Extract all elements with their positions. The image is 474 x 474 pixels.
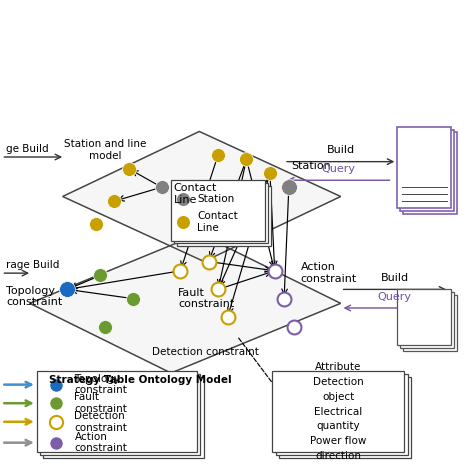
Text: Fault
constraint: Fault constraint [74,392,128,414]
Point [52,439,59,447]
Polygon shape [30,234,341,373]
Bar [400,292,454,348]
Point [285,183,292,191]
Point [179,195,187,202]
Point [97,272,104,279]
Point [214,151,222,158]
Text: Topology
constraint: Topology constraint [6,285,63,307]
Point [101,323,109,330]
Text: ge Build: ge Build [6,144,49,154]
Text: Query: Query [378,292,412,302]
Bar [397,127,451,208]
Point [280,295,288,302]
Point [266,170,274,177]
Bar [273,371,404,452]
Text: Contact
Line: Contact Line [173,183,217,205]
Point [179,218,187,226]
Point [52,400,59,407]
Text: Action
constraint: Action constraint [74,432,128,454]
Text: Station and line
model: Station and line model [64,139,146,161]
Polygon shape [63,131,341,262]
Bar [174,183,268,244]
Bar [40,374,200,455]
Point [64,286,71,293]
Bar [279,377,411,458]
Text: Query: Query [321,164,356,174]
Point [271,267,279,274]
Point [158,183,165,191]
Point [111,197,118,205]
Point [125,165,132,173]
Point [243,155,250,163]
Text: Detection
constraint: Detection constraint [74,411,128,433]
Text: Topology
constraint: Topology constraint [74,374,128,395]
Text: Strategy Table Ontology Model: Strategy Table Ontology Model [48,375,231,385]
Text: Fault
constraint: Fault constraint [178,288,234,310]
Text: Station: Station [197,194,234,204]
Text: Build: Build [327,145,355,155]
Text: Detection constraint: Detection constraint [152,347,259,357]
Bar [403,295,457,351]
Bar [400,129,454,211]
Bar [177,186,271,246]
Point [224,313,231,321]
Bar [171,180,265,241]
Bar [397,290,451,345]
Text: rage Build: rage Build [6,260,59,270]
Point [205,258,212,265]
Point [177,267,184,274]
Bar [276,374,408,455]
Text: Contact
Line: Contact Line [197,211,237,233]
Bar [43,377,203,458]
Point [92,220,100,228]
Text: Build: Build [381,273,409,283]
Point [290,323,297,330]
Bar [403,132,457,214]
Point [129,295,137,302]
Point [52,381,59,388]
Bar [36,371,197,452]
Text: Action
constraint: Action constraint [301,262,357,284]
Point [52,418,59,426]
Point [214,286,222,293]
Text: Attribute
Detection
object
Electrical
quantity
Power flow
direction: Attribute Detection object Electrical qu… [310,362,366,461]
Text: Station: Station [291,161,331,171]
